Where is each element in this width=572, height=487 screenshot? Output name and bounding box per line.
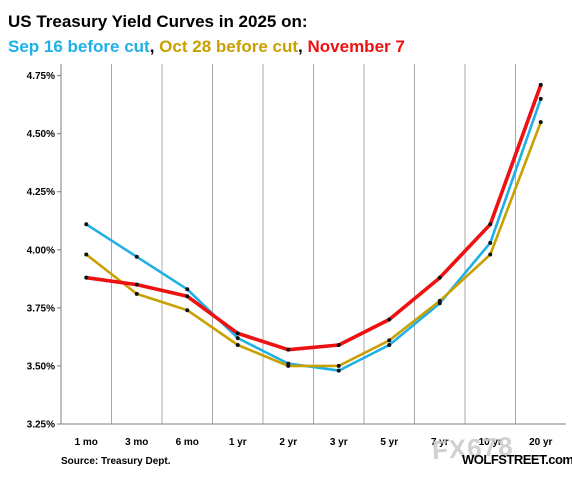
x-tick-label: 1 yr <box>229 437 247 448</box>
legend-nov7: November 7 <box>307 37 405 56</box>
data-point <box>437 275 442 280</box>
data-point <box>387 343 392 348</box>
legend-oct28: Oct 28 before cut <box>159 37 299 56</box>
data-point <box>185 287 190 292</box>
y-tick-labels: 3.25% 3.50% 3.75% 4.00% 4.25% 4.50% 4.75% <box>27 71 55 430</box>
data-point <box>235 331 240 336</box>
brand-logo: WOLFSTREET.com <box>462 452 572 467</box>
data-point <box>488 240 493 245</box>
grid-lines <box>111 64 516 424</box>
x-tick-label: 3 yr <box>330 437 348 448</box>
data-point <box>235 336 240 341</box>
legend-sep16: Sep 16 before cut <box>8 37 150 56</box>
y-tick-label: 4.50% <box>27 129 55 140</box>
data-point <box>538 82 543 87</box>
x-tick-labels: 1 mo 3 mo 6 mo 1 yr 2 yr 3 yr 5 yr 7 yr 10 yr 20 … <box>75 437 553 448</box>
data-point <box>185 308 190 313</box>
data-point <box>488 222 493 227</box>
data-point <box>336 343 341 348</box>
data-point <box>134 282 139 287</box>
axes <box>57 64 566 425</box>
legend-separator: , <box>149 37 160 56</box>
series-line-3 <box>84 83 543 352</box>
data-point <box>488 252 493 257</box>
data-point <box>538 96 543 101</box>
x-tick-label: 10 yr <box>479 437 502 448</box>
x-tick-label: 20 yr <box>529 437 552 448</box>
y-tick-label: 3.75% <box>27 303 55 314</box>
data-point <box>84 252 89 257</box>
data-point <box>84 275 89 280</box>
x-tick-label: 2 yr <box>279 437 297 448</box>
y-tick-label: 4.75% <box>27 71 55 82</box>
data-point <box>134 254 139 259</box>
data-point <box>437 298 442 303</box>
chart-title: US Treasury Yield Curves in 2025 on: <box>8 12 308 31</box>
x-tick-label: 5 yr <box>380 437 398 448</box>
x-tick-label: 3 mo <box>125 437 148 448</box>
data-point <box>286 363 291 368</box>
data-point <box>235 343 240 348</box>
data-point <box>134 291 139 296</box>
chart-subtitle: Sep 16 before cut, Oct 28 before cut, No… <box>8 37 405 57</box>
y-tick-label: 4.25% <box>27 187 55 198</box>
data-point <box>538 120 543 125</box>
y-tick-label: 3.50% <box>27 361 55 372</box>
data-point <box>336 368 341 373</box>
x-tick-label: 6 mo <box>176 437 199 448</box>
series-line-2 <box>85 120 543 368</box>
data-point <box>185 294 190 299</box>
y-tick-label: 3.25% <box>27 420 55 431</box>
data-point <box>387 317 392 322</box>
data-point <box>336 363 341 368</box>
x-tick-label: 7 yr <box>431 437 449 448</box>
series-lines <box>84 83 543 372</box>
legend-separator: , <box>298 37 308 56</box>
source-note: Source: Treasury Dept. <box>61 456 171 467</box>
x-tick-label: 1 mo <box>75 437 98 448</box>
data-point <box>84 222 89 227</box>
data-point <box>387 338 392 343</box>
data-point <box>286 347 291 352</box>
y-tick-label: 4.00% <box>27 245 55 256</box>
data-points <box>84 82 543 373</box>
